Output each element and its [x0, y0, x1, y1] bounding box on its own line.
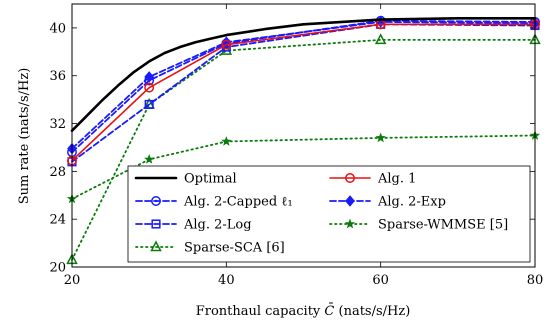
legend-label-alg-2-log: Alg. 2-Log: [183, 218, 252, 233]
y-tick-label-24: 24: [49, 213, 66, 228]
x-axis-label: Fronthaul capacity C̄ (nats/s/Hz): [196, 303, 411, 319]
y-axis-label: Sum rate (nats/s/Hz): [17, 68, 32, 205]
y-tick-label-28: 28: [49, 165, 66, 180]
point-alg-2-log-30: [144, 99, 154, 109]
series-line-alg-2-exp: [71, 21, 536, 150]
point-sparse-sca-6-60: [374, 33, 387, 45]
point-sparse-wmmse-5-60: [375, 132, 386, 143]
legend-marker-alg-1: [345, 173, 355, 183]
point-sparse-wmmse-5-30: [144, 154, 155, 164]
x-tick-label-20: 20: [64, 273, 81, 288]
legend-marker-alg-2-exp: [345, 195, 355, 207]
legend: Optimal Alg. 1 Alg. 2-Capped ℓ₁ Alg. 2-Exp A…: [127, 165, 531, 263]
plot-area: [66, 15, 541, 265]
series-line-sparse-sca-6: [71, 38, 536, 261]
y-tick-label-32: 32: [49, 117, 66, 132]
series-alg-2-exp: [67, 16, 540, 155]
y-tick-label-20: 20: [49, 261, 66, 276]
legend-label-alg-2-exp: Alg. 2-Exp: [377, 195, 446, 210]
point-alg-1-40: [221, 39, 232, 50]
legend-marker-sparse-wmmse-5: [344, 218, 356, 229]
legend-label-optimal: Optimal: [184, 172, 237, 187]
legend-label-sparse-sca-6: Sparse-SCA [6]: [184, 241, 285, 256]
legend-marker-sparse-sca-6: [150, 240, 162, 252]
x-tick-label-80: 80: [527, 273, 544, 288]
legend-label-alg-1: Alg. 1: [377, 172, 416, 187]
series-optimal: [70, 17, 537, 133]
axes-ticks: [71, 4, 536, 268]
legend-label-sparse-wmmse-5: Sparse-WMMSE [5]: [378, 218, 508, 233]
tick-labels: 20 40 60 80 20 24 28 32 36 40: [49, 21, 543, 288]
point-alg-1-30: [144, 82, 155, 93]
point-alg-2-exp-30: [144, 71, 155, 83]
legend-label-alg-2-capped: Alg. 2-Capped ℓ₁: [183, 195, 293, 210]
series-line-alg-1: [71, 23, 536, 162]
x-axis-label-text: Fronthaul capacity: [196, 304, 321, 319]
legend-marker-alg-2-log: [151, 219, 161, 229]
series-line-optimal: [70, 17, 537, 133]
plot-frame: [71, 3, 536, 268]
legend-marker-alg-2-capped-center: [154, 199, 158, 203]
y-tick-label-40: 40: [49, 21, 66, 36]
legend-box: [127, 165, 531, 263]
legend-marker-alg-2-capped: [151, 196, 161, 206]
x-tick-label-60: 60: [372, 273, 389, 288]
point-sparse-wmmse-5-40: [221, 136, 232, 146]
series-alg-2-log: [67, 19, 540, 167]
y-tick-label-36: 36: [49, 69, 66, 84]
x-axis-label-symbol: C̄: [324, 303, 334, 319]
x-axis-label-unit: (nats/s/Hz): [339, 304, 411, 319]
x-tick-label-40: 40: [218, 273, 235, 288]
series-line-alg-2-capped: [71, 19, 536, 154]
series-alg-1: [67, 19, 540, 166]
point-sparse-sca-6-40: [220, 44, 233, 55]
